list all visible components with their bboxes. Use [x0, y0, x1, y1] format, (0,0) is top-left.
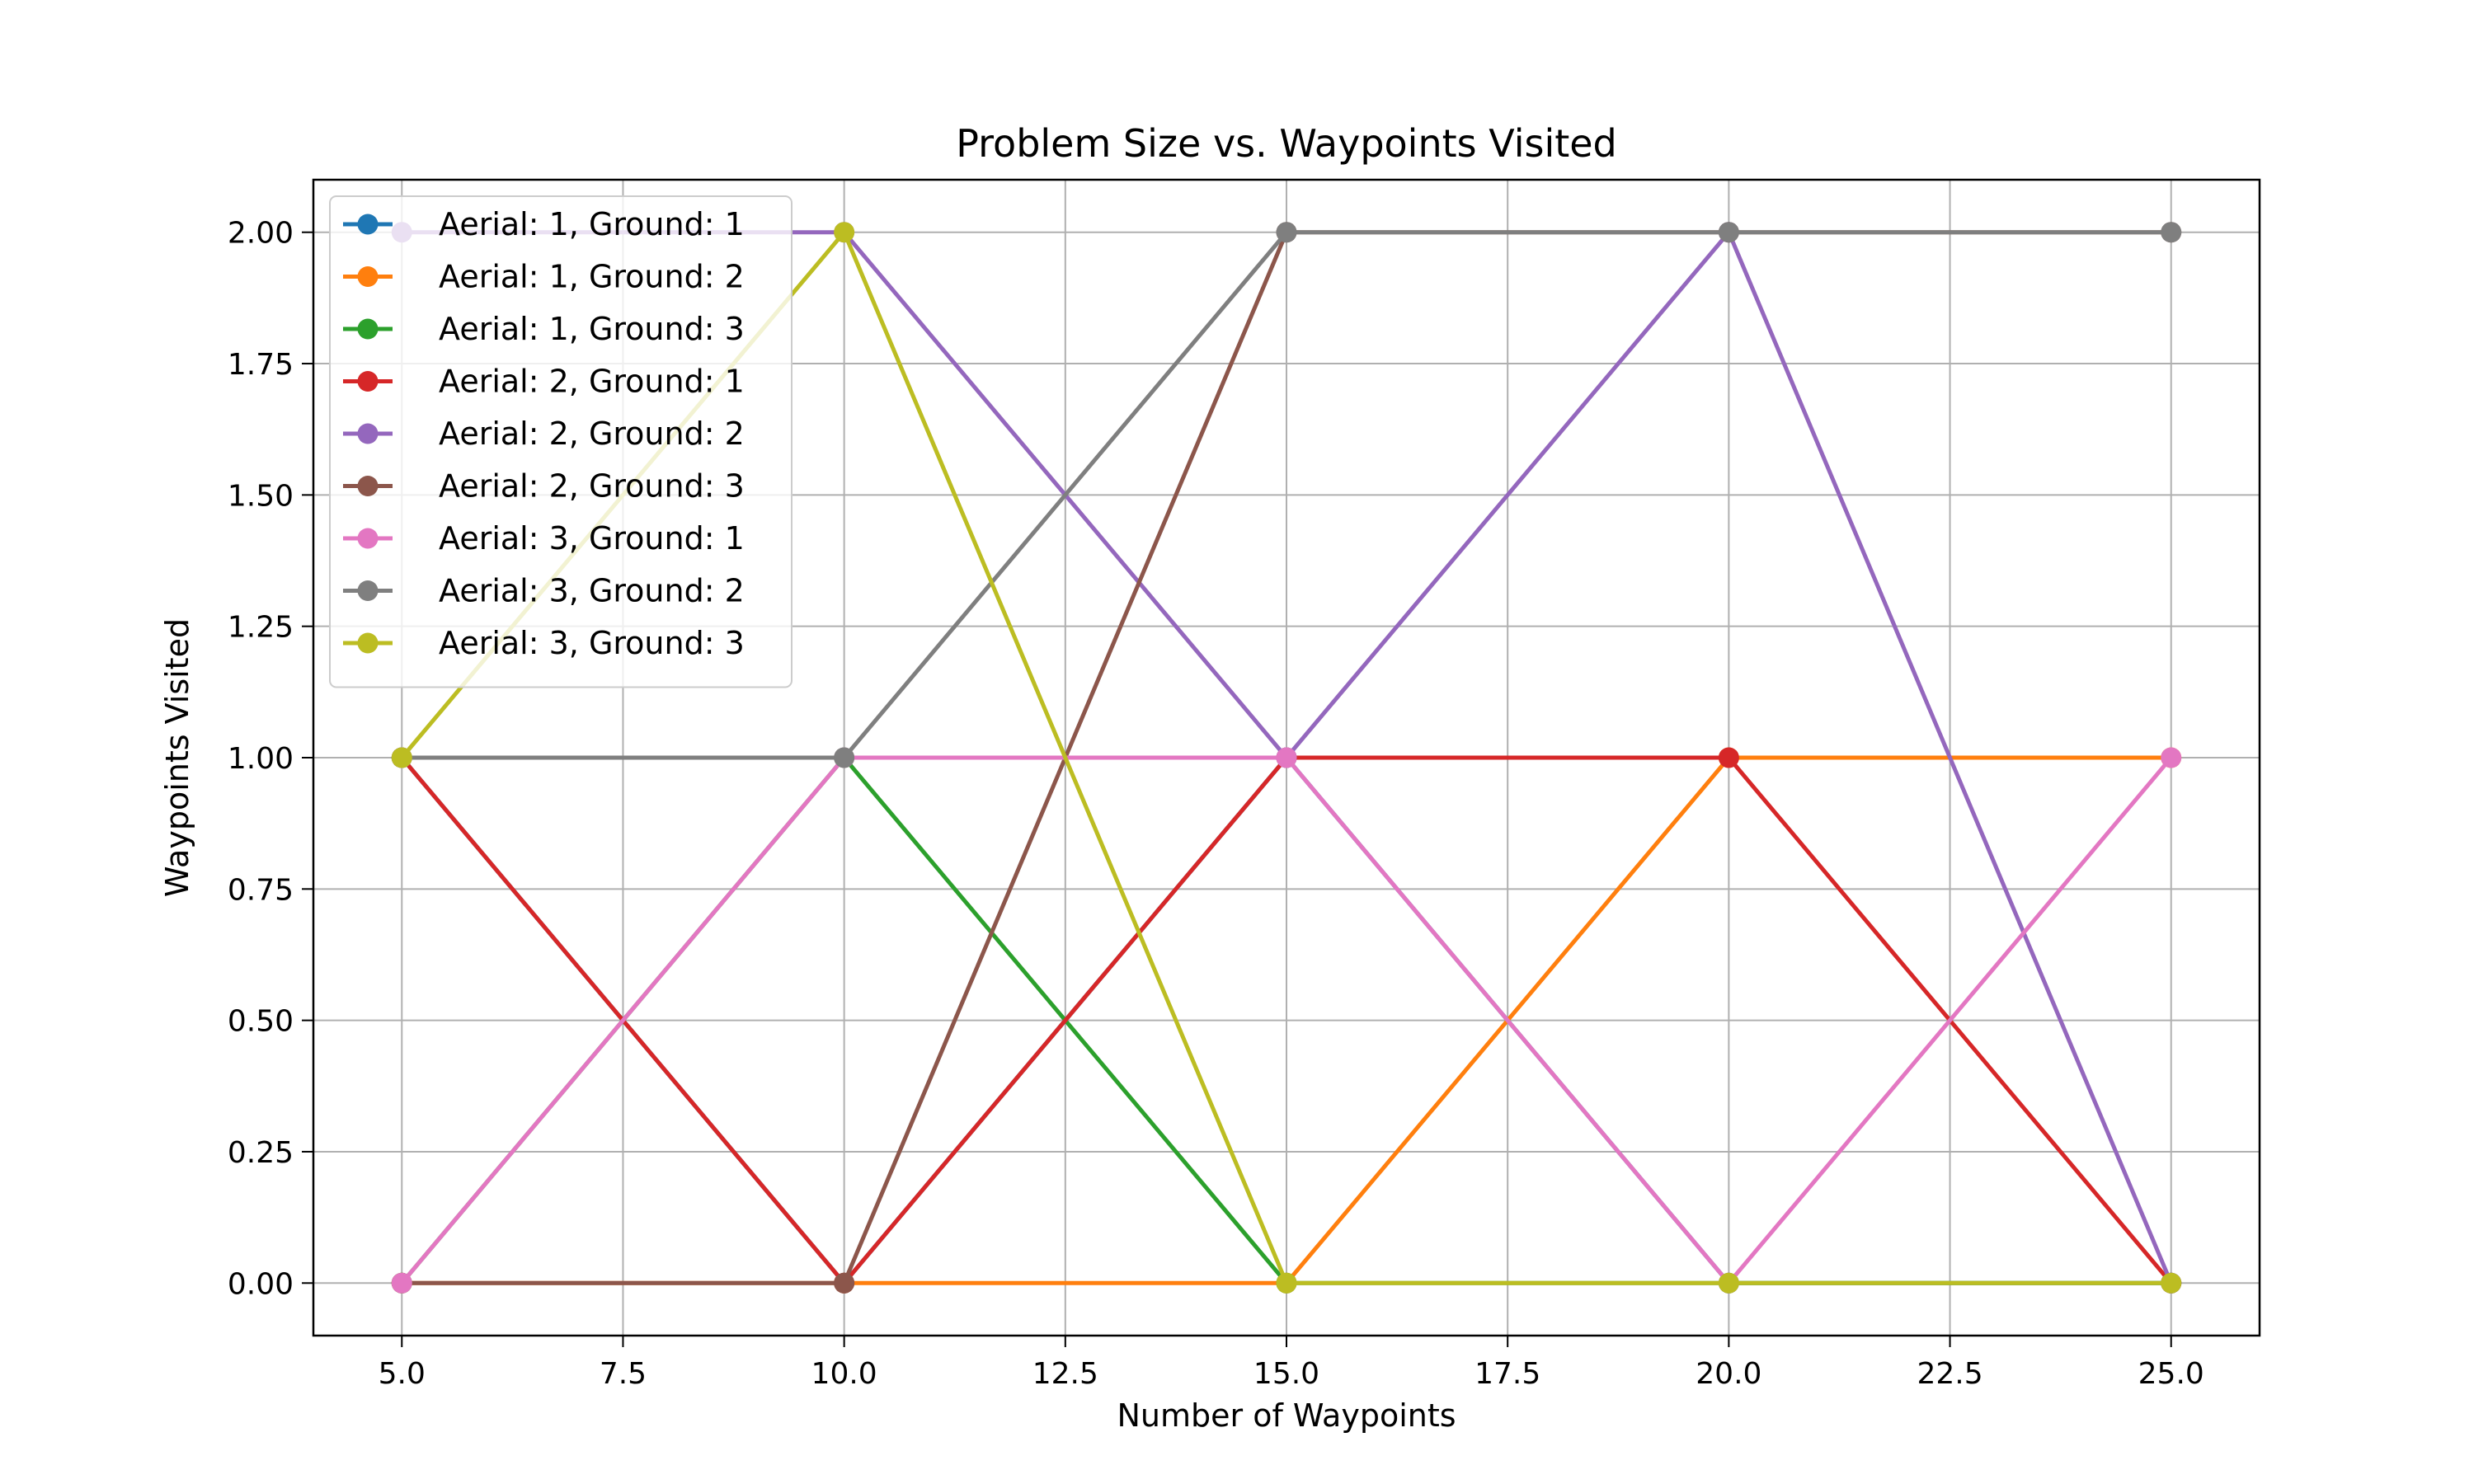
- data-point: [2161, 747, 2182, 768]
- data-point: [2161, 222, 2182, 243]
- x-tick-label: 15.0: [1253, 1357, 1319, 1391]
- data-point: [1718, 1272, 1739, 1294]
- x-tick-label: 20.0: [1696, 1357, 1761, 1391]
- legend-item: Aerial: 1, Ground: 3: [343, 311, 745, 347]
- legend-label: Aerial: 2, Ground: 3: [439, 468, 745, 505]
- legend-swatch-marker: [357, 423, 379, 444]
- x-tick-label: 17.5: [1475, 1357, 1540, 1391]
- data-point: [834, 222, 855, 243]
- legend-label: Aerial: 3, Ground: 1: [439, 520, 745, 556]
- legend-swatch-marker: [357, 318, 379, 340]
- legend-label: Aerial: 1, Ground: 2: [439, 259, 745, 295]
- x-tick-label: 25.0: [2138, 1357, 2204, 1391]
- data-point: [1276, 747, 1297, 768]
- data-point: [1276, 1272, 1297, 1294]
- y-axis-label: Waypoints Visited: [159, 618, 195, 897]
- series-lines: [391, 222, 2182, 1294]
- legend-item: Aerial: 3, Ground: 1: [343, 520, 745, 556]
- data-point: [1718, 222, 1739, 243]
- data-point: [391, 747, 412, 768]
- legend-item: Aerial: 3, Ground: 3: [343, 625, 745, 661]
- legend-label: Aerial: 3, Ground: 2: [439, 573, 745, 609]
- legend-swatch-marker: [357, 580, 379, 601]
- legend-swatch-marker: [357, 266, 379, 287]
- y-tick-label: 0.00: [228, 1267, 294, 1301]
- x-tick-label: 12.5: [1032, 1357, 1098, 1391]
- x-tick-label: 22.5: [1917, 1357, 1982, 1391]
- legend-swatch-marker: [357, 371, 379, 392]
- data-point: [391, 1272, 412, 1294]
- legend-swatch-marker: [357, 476, 379, 496]
- legend-swatch-marker: [357, 632, 379, 654]
- data-point: [1276, 222, 1297, 243]
- legend-item: Aerial: 2, Ground: 1: [343, 364, 745, 400]
- y-tick-label: 0.25: [228, 1136, 294, 1170]
- y-tick-label: 1.00: [228, 742, 294, 776]
- legend-box: [329, 195, 793, 688]
- y-tick-label: 1.50: [228, 479, 294, 513]
- legend-item: Aerial: 1, Ground: 2: [343, 259, 745, 295]
- y-tick-label: 0.75: [228, 873, 294, 907]
- x-axis-label: Number of Waypoints: [1117, 1397, 1456, 1434]
- data-point: [1718, 747, 1739, 768]
- legend-swatch-marker: [357, 528, 379, 549]
- legend-item: Aerial: 2, Ground: 3: [343, 468, 745, 505]
- legend-item: Aerial: 2, Ground: 2: [343, 416, 745, 452]
- legend-item: Aerial: 1, Ground: 1: [343, 206, 745, 242]
- legend-swatch-marker: [357, 214, 379, 235]
- legend-item: Aerial: 3, Ground: 2: [343, 573, 745, 609]
- legend: Aerial: 1, Ground: 1 Aerial: 1, Ground: 2…: [329, 195, 793, 688]
- y-tick-label: 2.00: [228, 217, 294, 251]
- x-tick-label: 10.0: [811, 1357, 877, 1391]
- legend-label: Aerial: 1, Ground: 3: [439, 311, 745, 347]
- x-tick-label: 5.0: [379, 1357, 426, 1391]
- legend-label: Aerial: 2, Ground: 2: [439, 416, 745, 452]
- legend-label: Aerial: 2, Ground: 1: [439, 364, 745, 400]
- chart-title: Problem Size vs. Waypoints Visited: [956, 121, 1617, 166]
- data-point: [834, 747, 855, 768]
- legend-label: Aerial: 1, Ground: 1: [439, 206, 745, 242]
- legend-label: Aerial: 3, Ground: 3: [439, 625, 745, 661]
- data-point: [2161, 1272, 2182, 1294]
- y-tick-label: 1.25: [228, 611, 294, 645]
- x-tick-label: 7.5: [600, 1357, 647, 1391]
- y-tick-label: 0.50: [228, 1005, 294, 1039]
- axis-ticks: 5.0 7.5 10.0 12.5 15.0 17.5 20.0 22.5 25.0 0.00 0.…: [228, 217, 2204, 1391]
- data-point: [834, 1272, 855, 1294]
- y-tick-label: 1.75: [228, 348, 294, 382]
